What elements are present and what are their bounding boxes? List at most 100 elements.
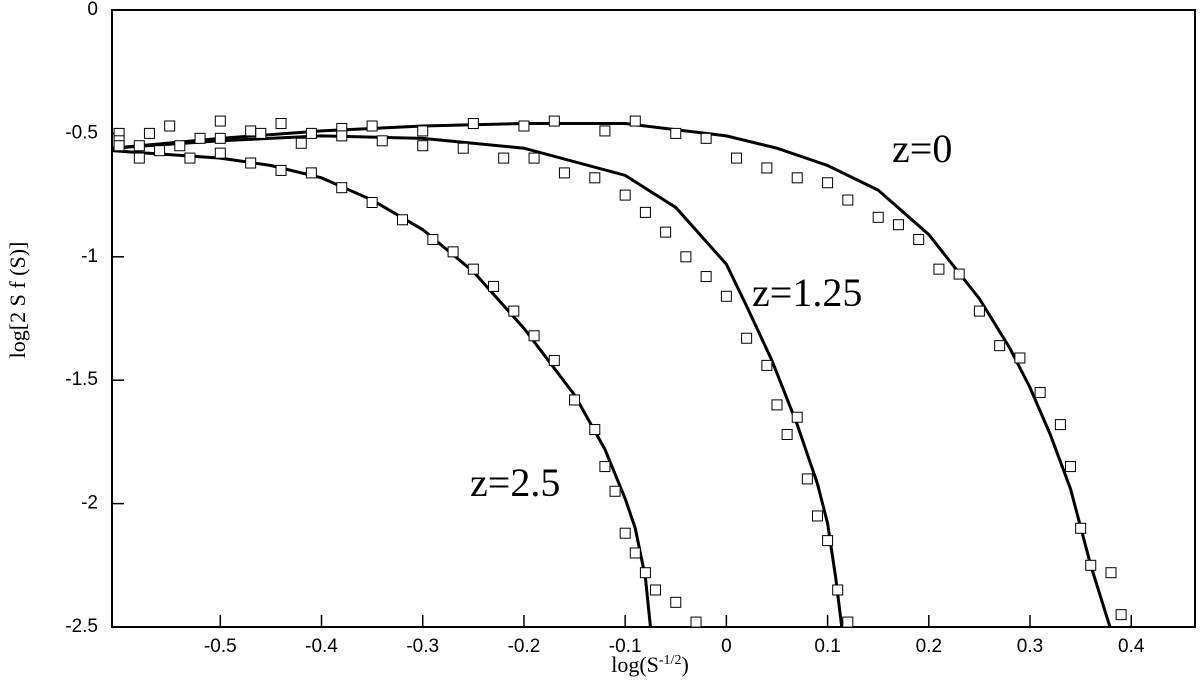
x-tick-label: 0.4 (1118, 636, 1145, 657)
data-point (822, 177, 834, 189)
data-point (832, 584, 844, 596)
data-point (589, 424, 601, 436)
data-point (133, 152, 145, 164)
data-point (164, 120, 176, 132)
data-point (184, 152, 196, 164)
data-point (720, 290, 732, 302)
data-point (245, 125, 257, 137)
data-point (670, 127, 682, 139)
data-point (639, 206, 651, 218)
x-axis-label: log(S-1/2) (611, 652, 689, 677)
data-point (214, 147, 226, 159)
x-tick-label: 0.1 (814, 636, 840, 657)
data-point (427, 234, 439, 246)
x-tick-label: -0.5 (204, 636, 237, 657)
data-point (842, 194, 854, 206)
data-point (295, 137, 307, 149)
data-point (1054, 419, 1066, 431)
data-point (457, 142, 469, 154)
data-point (741, 332, 753, 344)
data-point (670, 596, 682, 608)
data-point (275, 164, 287, 176)
data-point (133, 140, 145, 152)
data-point (660, 226, 672, 238)
data-point (599, 461, 611, 473)
x-tick-label: 0.3 (1017, 636, 1043, 657)
x-tick-label: 0.2 (916, 636, 942, 657)
data-point (953, 268, 965, 280)
data-point (336, 130, 348, 142)
data-point (801, 473, 813, 485)
x-tick-label: -0.4 (305, 636, 338, 657)
data-point (194, 132, 206, 144)
data-point (548, 115, 560, 127)
data-point (305, 127, 317, 139)
data-point (1075, 522, 1087, 534)
data-point (1014, 352, 1026, 364)
y-tick-label: -0.5 (65, 122, 98, 143)
data-point (396, 214, 408, 226)
data-point (488, 280, 500, 292)
x-label-base: log(S (611, 652, 659, 677)
data-point (822, 535, 834, 547)
data-point (569, 394, 581, 406)
data-point (1105, 567, 1117, 579)
data-point (771, 399, 783, 411)
data-point (690, 616, 702, 628)
data-point (174, 140, 186, 152)
data-point (154, 145, 166, 157)
data-point (629, 115, 641, 127)
data-point (730, 152, 742, 164)
data-point (619, 189, 631, 201)
data-point (639, 567, 651, 579)
data-point (467, 118, 479, 130)
data-point (508, 305, 520, 317)
data-point (761, 162, 773, 174)
data-point (336, 182, 348, 194)
data-point (113, 140, 125, 152)
data-point (214, 115, 226, 127)
data-point (700, 271, 712, 283)
data-point (781, 428, 793, 440)
data-point (143, 127, 155, 139)
data-point (1085, 559, 1097, 571)
data-point (933, 263, 945, 275)
data-point (417, 140, 429, 152)
data-point (700, 132, 712, 144)
data-point (599, 125, 611, 137)
x-tick-label: -0.2 (508, 636, 541, 657)
data-point (255, 127, 267, 139)
y-tick-label: 0 (87, 0, 98, 20)
x-tick-label: -0.1 (609, 636, 642, 657)
data-point (528, 330, 540, 342)
y-tick-label: -1.5 (65, 369, 98, 390)
fit-curve (111, 122, 1112, 628)
fit-curve (111, 149, 652, 628)
y-axis-label: log[2 S f (S)] (5, 242, 30, 359)
data-point (872, 211, 884, 223)
data-point (1065, 461, 1077, 473)
curve-annotation: z=2.5 (470, 460, 560, 505)
x-tick-label: -0.3 (406, 636, 439, 657)
x-tick-label: 0 (721, 636, 732, 657)
data-point (913, 234, 925, 246)
data-point (973, 305, 985, 317)
data-point (650, 584, 662, 596)
data-point (366, 197, 378, 209)
data-point (366, 120, 378, 132)
data-point (1115, 609, 1127, 621)
data-point (245, 157, 257, 169)
data-point (498, 152, 510, 164)
y-tick-label: -1 (81, 246, 98, 267)
data-point (842, 616, 854, 628)
data-point (548, 354, 560, 366)
data-point (518, 120, 530, 132)
data-point (811, 510, 823, 522)
data-point (791, 172, 803, 184)
data-point (376, 135, 388, 147)
curve-annotation: z=1.25 (752, 270, 862, 315)
data-point (305, 167, 317, 179)
data-point (447, 246, 459, 258)
x-label-close: ) (681, 652, 688, 677)
